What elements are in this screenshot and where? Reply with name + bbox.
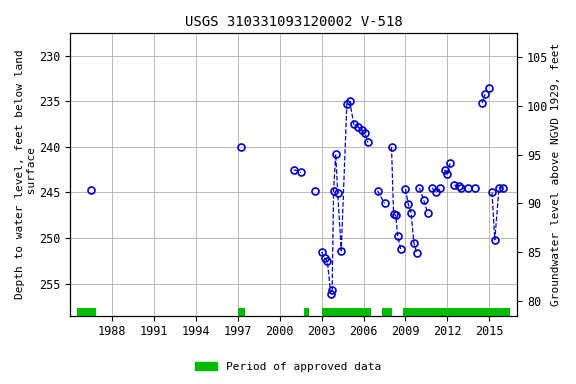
Bar (403, 308, 510, 316)
Bar (382, 308, 392, 316)
Bar (238, 308, 245, 316)
Bar (322, 308, 370, 316)
Title: USGS 310331093120002 V-518: USGS 310331093120002 V-518 (185, 15, 403, 29)
Y-axis label: Depth to water level, feet below land
 surface: Depth to water level, feet below land su… (15, 50, 37, 299)
Bar (304, 308, 309, 316)
Y-axis label: Groundwater level above NGVD 1929, feet: Groundwater level above NGVD 1929, feet (551, 43, 561, 306)
Bar (77, 308, 96, 316)
Legend: Period of approved data: Period of approved data (191, 358, 385, 377)
